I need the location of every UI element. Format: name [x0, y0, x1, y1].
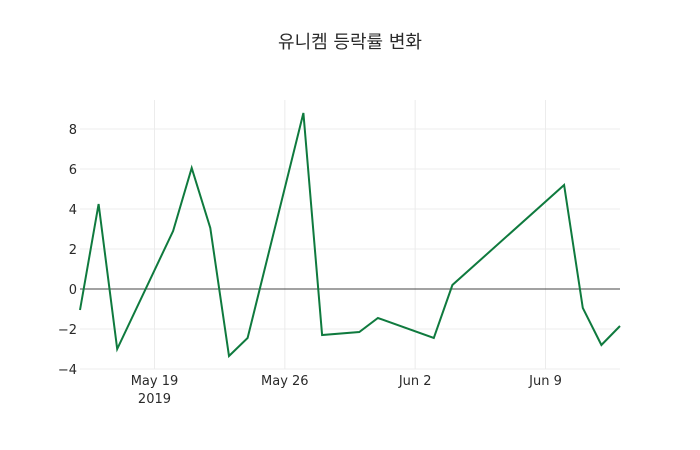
y-tick-label: 2	[69, 243, 77, 258]
y-tick-label: 4	[69, 203, 77, 218]
x-tick-year-label: 2019	[138, 392, 171, 407]
x-tick-label: Jun 9	[528, 374, 562, 389]
x-tick-label: May 26	[261, 374, 309, 389]
y-axis-ticks: 8 6 4 2 0 −2 −4	[58, 123, 77, 378]
data-series	[79, 112, 621, 359]
x-axis-ticks: May 19 2019 May 26 Jun 2 Jun 9	[131, 374, 562, 407]
y-tick-label: 0	[69, 283, 77, 298]
x-tick-label: May 19	[131, 374, 179, 389]
series-line	[79, 112, 621, 359]
y-tick-label: −2	[58, 323, 77, 338]
y-tick-label: 8	[69, 123, 77, 138]
gridlines	[80, 100, 620, 370]
chart-title: 유니켐 등락률 변화	[278, 32, 422, 53]
y-tick-label: −4	[58, 363, 77, 378]
y-tick-label: 6	[69, 163, 77, 178]
x-tick-label: Jun 2	[398, 374, 432, 389]
